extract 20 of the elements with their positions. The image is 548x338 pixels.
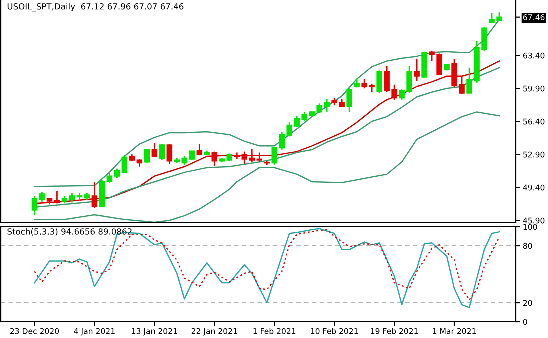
candlestick — [92, 181, 98, 210]
candlestick — [144, 148, 150, 164]
candlestick — [39, 192, 46, 202]
chart-title: USOIL_SPT,Daily 67.12 67.96 67.07 67.46 — [8, 3, 184, 12]
candlestick — [414, 58, 420, 82]
candlestick — [114, 168, 120, 179]
candlestick — [212, 151, 218, 167]
candlestick — [196, 144, 203, 156]
candlestick — [376, 70, 382, 94]
candlestick — [346, 86, 352, 113]
candlestick — [152, 142, 158, 158]
candlestick — [32, 195, 38, 216]
line-series — [34, 112, 500, 223]
candlestick — [122, 154, 128, 174]
candlestick — [159, 144, 166, 161]
candlestick — [166, 144, 173, 165]
chart-title: Stoch(5,3,3) 94.6656 89.0862 — [8, 228, 132, 236]
candlestick — [54, 190, 60, 204]
candlestick — [106, 170, 113, 184]
candlestick — [69, 192, 76, 204]
